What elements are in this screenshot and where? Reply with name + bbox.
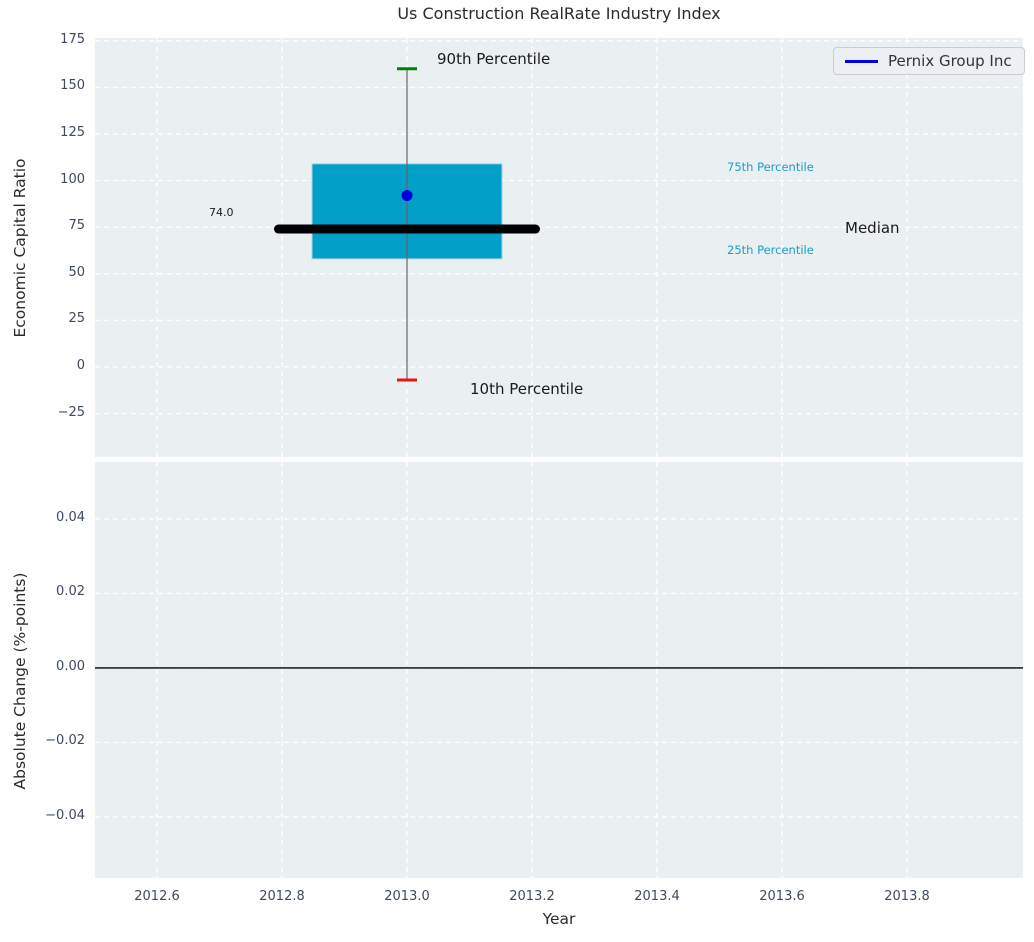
- x-tick-label: 2013.0: [384, 889, 430, 904]
- x-tick-label: 2012.8: [259, 889, 305, 904]
- x-tick-label: 2013.8: [884, 889, 930, 904]
- legend: Pernix Group Inc: [833, 47, 1025, 75]
- chart-title: Us Construction RealRate Industry Index: [397, 4, 721, 23]
- change-plot-svg: [95, 462, 1023, 878]
- y-axis-label-bottom: Absolute Change (%-points): [11, 572, 29, 790]
- y-tick-label-bottom: 0.04: [56, 509, 85, 525]
- x-tick-label: 2013.2: [509, 889, 555, 904]
- company-data-point: [401, 189, 413, 201]
- y-tick-label-top: 175: [60, 31, 85, 47]
- bottom-plot-area: [95, 462, 1023, 878]
- annotation-median: Median: [845, 219, 900, 237]
- legend-line-sample-icon: [845, 59, 878, 63]
- x-tick-label: 2013.6: [759, 889, 805, 904]
- legend-label: Pernix Group Inc: [888, 52, 1012, 70]
- annotation-10th-percentile: 10th Percentile: [470, 380, 584, 398]
- top-plot-area: [95, 38, 1023, 457]
- x-axis-label: Year: [542, 910, 576, 928]
- x-tick-label: 2012.6: [134, 889, 180, 904]
- y-tick-label-top: −25: [57, 404, 85, 420]
- y-axis-label-top: Economic Capital Ratio: [11, 158, 29, 338]
- annotation-median-value: 74.0: [209, 206, 234, 219]
- annotation-90th-percentile: 90th Percentile: [437, 50, 551, 68]
- x-tick-label: 2013.4: [634, 889, 680, 904]
- y-tick-label-top: 150: [60, 78, 85, 94]
- annotation-25th-percentile: 25th Percentile: [727, 243, 814, 257]
- annotation-75th-percentile: 75th Percentile: [727, 160, 814, 174]
- box-plot-svg: [95, 38, 1023, 457]
